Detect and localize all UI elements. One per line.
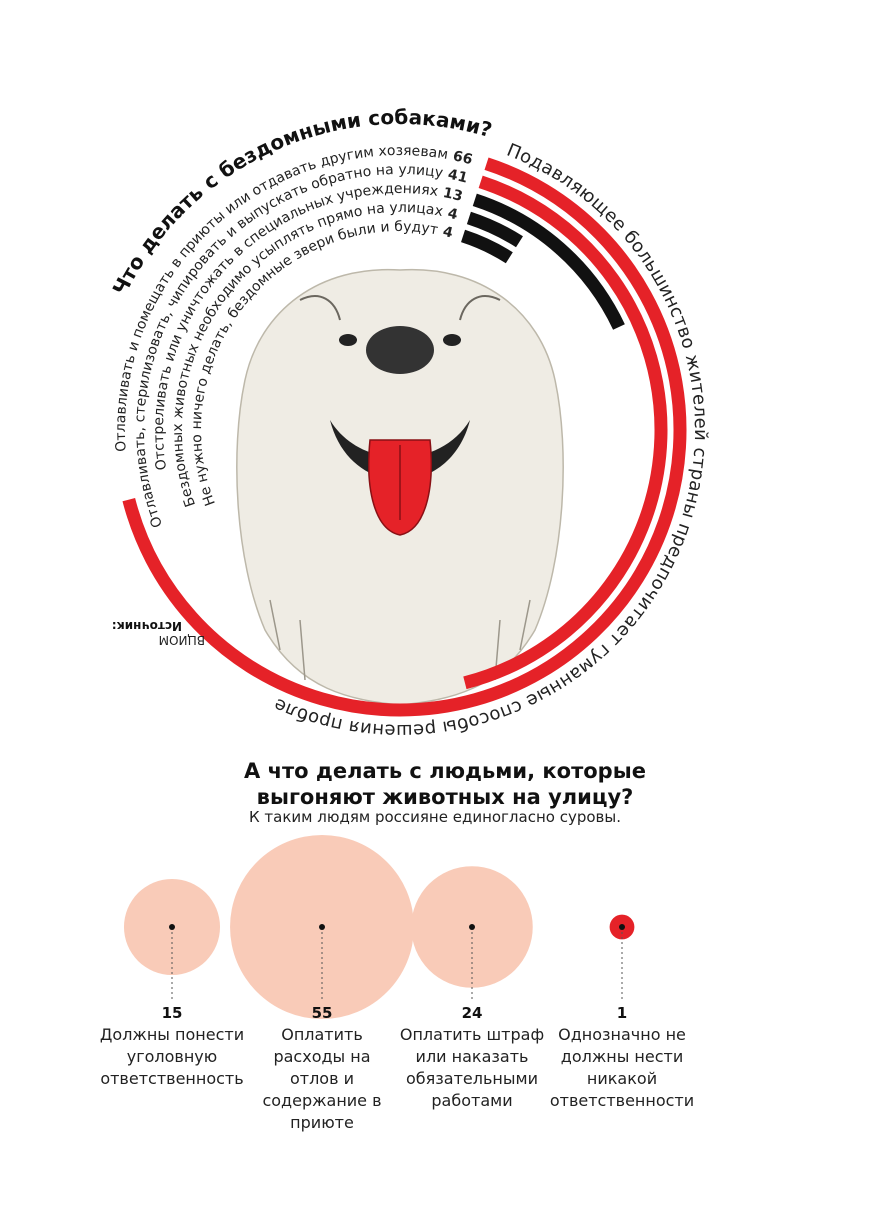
value-label: 4 xyxy=(441,224,454,242)
chart-subtitle: К таким людям россияне единогласно суров… xyxy=(249,808,621,826)
category-label: Должны понести уголовную ответственность xyxy=(99,1025,245,1088)
category-label: Однозначно не должны нести никакой ответ… xyxy=(549,1025,695,1110)
category-label: Оплатить расходы на отлов и содержание в… xyxy=(262,1025,382,1132)
center-dot xyxy=(469,924,475,930)
radial-bar xyxy=(122,157,687,717)
value-label: 24 xyxy=(462,1004,483,1022)
value-label: 15 xyxy=(162,1004,183,1022)
value-label: 4 xyxy=(446,205,460,223)
value-label: 1 xyxy=(617,1004,627,1022)
value-label: 41 xyxy=(446,167,469,187)
value-label: 13 xyxy=(442,185,465,205)
center-dot xyxy=(169,924,175,930)
source: ВЦИОМ xyxy=(159,633,205,647)
radial-bar xyxy=(460,229,513,264)
value-label: 55 xyxy=(312,1004,333,1022)
category-label: Оплатить штраф или наказать обязательным… xyxy=(399,1025,545,1110)
value-label: 66 xyxy=(451,148,474,168)
source-label: Источник: xyxy=(112,619,182,633)
radial-bar xyxy=(463,175,668,690)
dog-illustration xyxy=(236,268,564,706)
center-dot xyxy=(319,924,325,930)
radial-bar xyxy=(466,211,523,248)
radial-bar xyxy=(472,193,625,330)
chart-title: А что делать с людьми, которые выгоняют … xyxy=(244,759,646,809)
center-dot xyxy=(619,924,625,930)
